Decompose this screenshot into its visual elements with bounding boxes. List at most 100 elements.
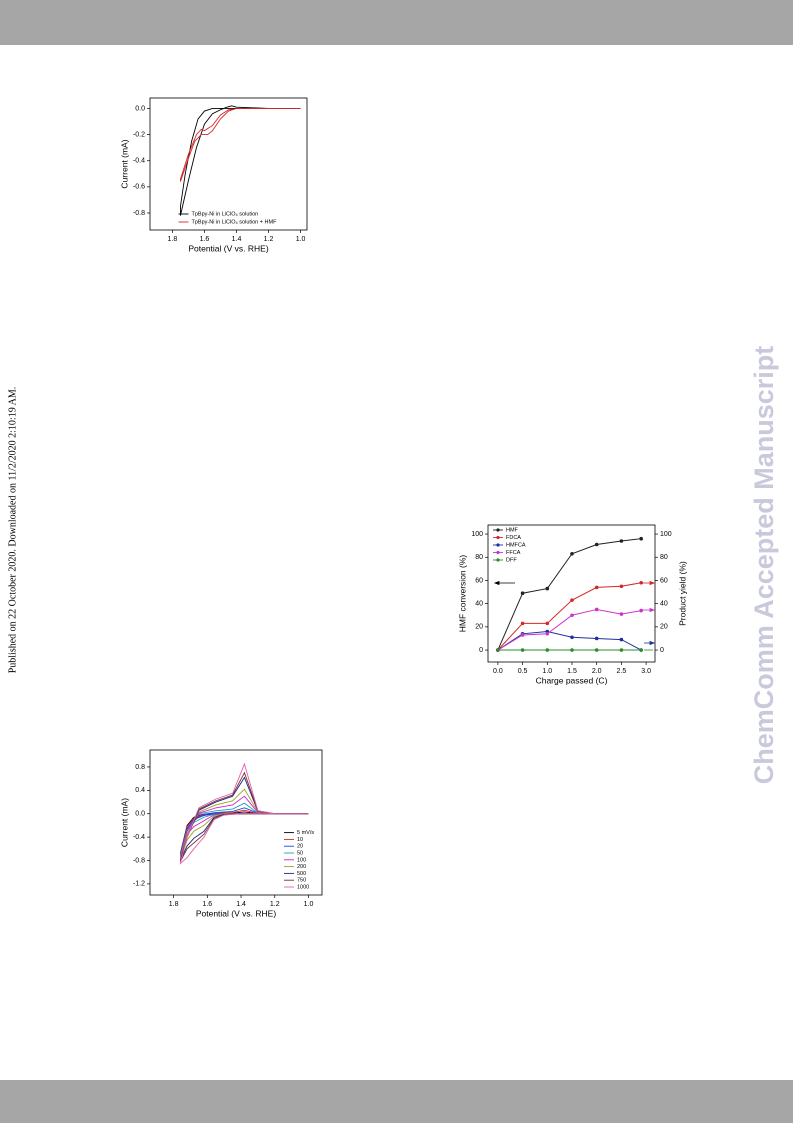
legend-label: HMF: [506, 527, 519, 533]
series-line: [179, 802, 309, 856]
x-tick-label: 1.6: [200, 236, 210, 243]
x-tick-label: 3.0: [641, 668, 651, 675]
arrow-head: [649, 640, 656, 646]
y-tick-label: -0.6: [133, 184, 145, 191]
data-point: [639, 648, 643, 652]
y-tick-label: -0.2: [133, 131, 145, 138]
series-line: [179, 105, 301, 216]
data-point: [520, 591, 525, 596]
footer-bar: [0, 1080, 793, 1123]
series-line: [497, 608, 642, 651]
data-point: [520, 633, 525, 637]
x-tick-label: 1.0: [296, 236, 306, 243]
plot-frame: [149, 749, 323, 896]
y-tick-label: 0: [479, 647, 483, 654]
data-point: [594, 607, 599, 612]
data-point: [639, 580, 643, 585]
data-point: [545, 621, 550, 626]
legend-label: FFCA: [506, 550, 521, 556]
series-line: [179, 788, 309, 860]
series-line: [497, 630, 642, 651]
data-point: [594, 585, 599, 590]
data-point: [545, 648, 550, 652]
x-tick-label: 1.2: [264, 236, 274, 243]
x-tick-label: 1.8: [168, 236, 178, 243]
legend-label: DFF: [506, 557, 517, 563]
data-point: [520, 648, 525, 652]
legend-label: 5 mV/s: [297, 830, 314, 836]
data-point: [570, 551, 574, 556]
y-tick-label: 20: [475, 624, 483, 631]
chart: 1.8 1.6 1.4 1.2 1.0 0.0 -0.2 -0.4 -0.6 -0.8 Potent…: [119, 97, 308, 253]
data-point: [594, 648, 599, 652]
y-axis-label: Current (mA): [119, 139, 129, 188]
legend-marker: [496, 535, 500, 540]
x-axis-label: Charge passed (C): [536, 675, 608, 685]
side-note: Published on 22 October 2020. Downloaded…: [7, 387, 18, 674]
data-point: [496, 648, 500, 652]
x-tick-label: 1.8: [169, 901, 179, 908]
legend-label: HMFCA: [506, 542, 526, 548]
series-line: [179, 795, 309, 858]
y2-tick-label: 20: [660, 624, 668, 631]
data-point: [520, 621, 525, 626]
chart: 1.8 1.6 1.4 1.2 1.0 0.8 0.4 0.0 -0.4 -0.8 -1.2 Pote…: [119, 749, 323, 918]
data-point: [619, 637, 624, 642]
data-point: [619, 584, 624, 589]
y-tick-label: -1.2: [133, 881, 145, 888]
legend-marker: [496, 528, 500, 532]
data-point: [594, 636, 599, 641]
y2-tick-label: 80: [660, 554, 668, 561]
y-tick-label: 40: [475, 600, 483, 607]
legend-label: TpBpy-Ni in LiClO₄ solution + HMF: [192, 219, 278, 225]
data-point: [570, 635, 574, 640]
y2-tick-label: 0: [660, 647, 664, 654]
y-tick-label: -0.4: [133, 834, 145, 841]
x-tick-label: 1.0: [542, 668, 552, 675]
x-tick-label: 2.5: [617, 668, 627, 675]
data-point: [619, 612, 624, 616]
y-tick-label: 0.0: [135, 811, 145, 818]
legend-label: 10: [297, 837, 303, 843]
series-line: [179, 762, 309, 865]
x-tick-label: 0.0: [493, 668, 503, 675]
y2-tick-label: 60: [660, 577, 668, 584]
legend-label: 50: [297, 850, 303, 856]
data-point: [619, 648, 624, 652]
x-axis-label: Potential (V vs. RHE): [188, 243, 268, 253]
legend-label: 500: [297, 871, 306, 877]
x-tick-label: 1.4: [232, 236, 242, 243]
y-tick-label: 0.8: [135, 764, 145, 771]
x-axis-label: Potential (V vs. RHE): [196, 908, 276, 918]
legend-marker: [496, 558, 500, 562]
y2-tick-label: 100: [660, 531, 672, 538]
data-point: [619, 539, 624, 543]
x-tick-label: 1.2: [270, 901, 280, 908]
plot-frame: [149, 97, 308, 231]
data-point: [639, 536, 643, 541]
y-tick-label: 60: [475, 577, 483, 584]
legend-label: 20: [297, 844, 303, 850]
data-point: [570, 598, 574, 602]
data-point: [570, 648, 574, 652]
plot-frame: [487, 524, 656, 663]
legend-label: FDCA: [506, 535, 521, 541]
legend-marker: [496, 543, 500, 547]
x-tick-label: 2.0: [592, 668, 602, 675]
x-tick-label: 1.5: [567, 668, 577, 675]
legend-label: 750: [297, 878, 306, 884]
y-axis-label: Current (mA): [119, 798, 129, 847]
y-tick-label: 0.4: [135, 787, 145, 794]
data-point: [545, 632, 550, 636]
legend-label: 200: [297, 864, 306, 870]
data-point: [639, 608, 643, 613]
axis-arrows: [493, 580, 656, 651]
series-line: [179, 108, 301, 182]
x-tick-label: 1.0: [304, 901, 314, 908]
y-tick-label: -0.4: [133, 158, 145, 165]
watermark: ChemComm Accepted Manuscript: [749, 346, 779, 785]
y2-axis-label: Product yield (%): [677, 561, 687, 626]
x-tick-label: 0.5: [518, 668, 528, 675]
